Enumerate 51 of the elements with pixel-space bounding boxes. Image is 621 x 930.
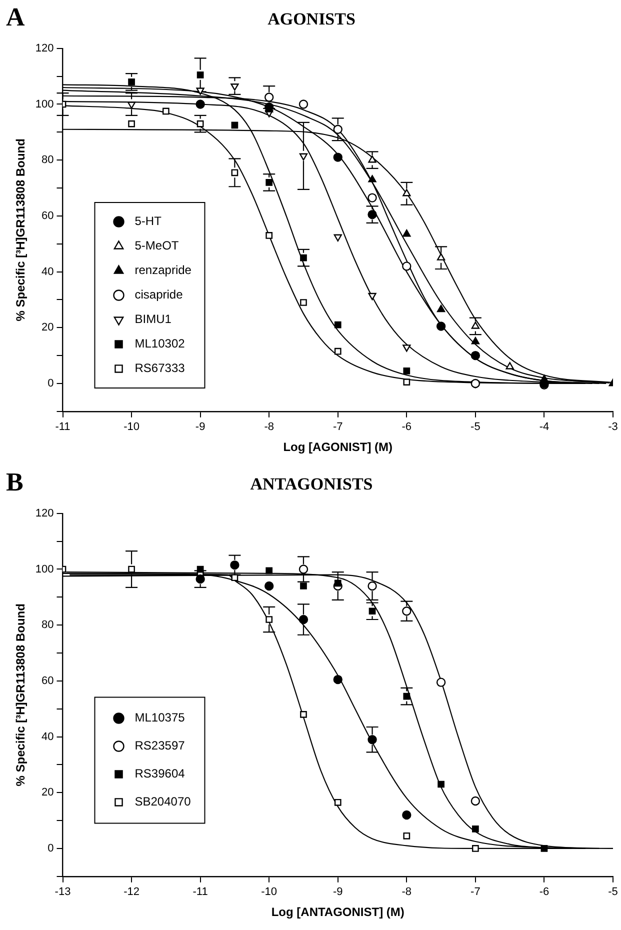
y-tick-label: 60: [42, 674, 54, 687]
x-tick-label: -9: [195, 421, 206, 434]
y-axis-title: % Specific [³H]GR113808 Bound: [14, 604, 28, 786]
legend-label: RS23597: [134, 738, 186, 753]
x-tick-label: -5: [470, 421, 480, 434]
legend-label: SB204070: [134, 794, 192, 809]
x-tick-label: -11: [55, 421, 70, 434]
y-tick-label: 20: [42, 322, 54, 334]
x-tick-label: -10: [124, 421, 140, 434]
legend-label: 5-HT: [134, 214, 162, 228]
legend-label: 5-MeOT: [134, 238, 180, 253]
x-tick-label: -11: [192, 886, 208, 898]
y-tick-label: 0: [48, 378, 54, 390]
x-tick-label: -13: [54, 886, 71, 898]
x-tick-label: -10: [261, 886, 278, 898]
x-tick-label: -8: [402, 886, 412, 898]
chart-title: AGONISTS: [268, 10, 356, 29]
y-tick-label: 120: [35, 42, 54, 54]
x-tick-label: -9: [332, 886, 343, 898]
x-tick-label: -7: [332, 421, 343, 434]
x-tick-label: -3: [608, 421, 618, 434]
y-tick-label: 20: [42, 786, 54, 799]
y-tick-label: 100: [35, 98, 54, 110]
legend-label: ML10302: [134, 336, 186, 351]
legend-label: RS67333: [134, 361, 186, 376]
y-tick-label: 40: [42, 730, 54, 743]
y-tick-label: 0: [48, 842, 54, 855]
y-tick-label: 80: [42, 619, 54, 632]
text: B: [6, 468, 24, 497]
text: A: [6, 2, 25, 32]
y-tick-label: 60: [42, 210, 54, 222]
y-axis-title: % Specific [³H]GR113808 Bound: [14, 138, 28, 322]
legend-label: ML10375: [134, 710, 186, 725]
x-tick-label: -7: [470, 886, 480, 898]
x-tick-label: -4: [539, 421, 550, 434]
x-tick-label: -6: [539, 886, 550, 898]
x-tick-label: -12: [124, 886, 140, 898]
y-tick-label: 80: [42, 154, 54, 166]
y-tick-label: 100: [35, 563, 54, 576]
x-tick-label: -5: [608, 886, 618, 898]
x-tick-label: -6: [402, 421, 412, 434]
chart-title: ANTAGONISTS: [250, 474, 373, 494]
y-tick-label: 120: [35, 507, 54, 520]
legend-label: renzapride: [134, 263, 192, 278]
x-tick-label: -8: [264, 421, 274, 434]
x-axis-title: Log [ANTAGONIST] (M): [271, 905, 404, 920]
legend-label: BIMU1: [134, 312, 172, 326]
legend-label: RS39604: [134, 766, 186, 781]
legend-label: cisapride: [134, 288, 184, 302]
y-tick-label: 40: [42, 266, 54, 278]
x-axis-title: Log [AGONIST] (M): [283, 440, 393, 454]
